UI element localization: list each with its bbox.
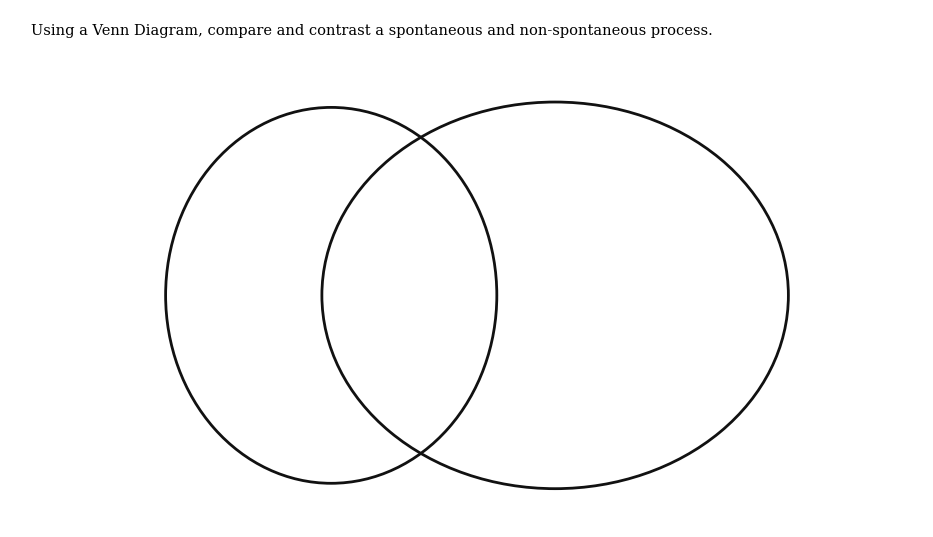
Text: Using a Venn Diagram, compare and contrast a spontaneous and non-spontaneous pro: Using a Venn Diagram, compare and contra…	[31, 24, 713, 38]
